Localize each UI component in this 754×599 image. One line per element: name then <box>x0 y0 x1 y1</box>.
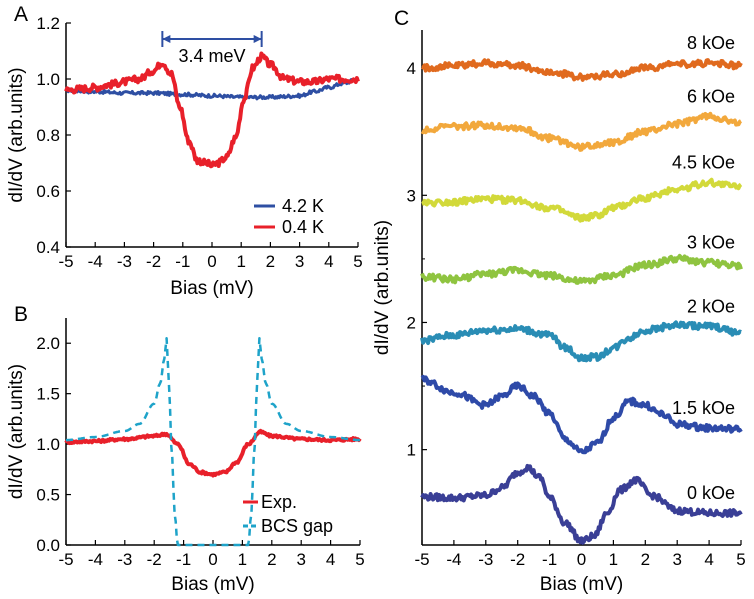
panel-b-x-tick-label: -3 <box>117 550 132 569</box>
panel-c-x-tick-label: -1 <box>542 550 557 569</box>
panel-c-x-tick-label: 5 <box>736 550 745 569</box>
panel-c-series-6-koe <box>420 111 743 152</box>
panel-b-x-axis-label: Bias (mV) <box>171 574 254 595</box>
panel-b-x-tick-label: 2 <box>267 550 276 569</box>
panel-b-x-tick-label: 1 <box>238 550 247 569</box>
panel-b-y-tick-label: 0.5 <box>36 486 60 505</box>
panel-a-x-tick-label: -1 <box>175 252 190 271</box>
panel-a-legend-label: 4.2 K <box>282 196 324 216</box>
panel-b-y-tick-label: 1.5 <box>36 385 60 404</box>
panel-a-series-4-2-k <box>65 77 360 101</box>
panel-a-x-axis-label: Bias (mV) <box>170 278 253 299</box>
panel-c-label: C <box>394 7 409 30</box>
panel-c-y-tick-label: 1 <box>407 441 416 460</box>
panel-c-series-label: 8 kOe <box>687 33 735 53</box>
panel-a-x-tick-label: -2 <box>146 252 161 271</box>
panel-c-series-2-koe <box>420 320 742 363</box>
panel-c-y-tick-label: 4 <box>407 59 416 78</box>
panel-c-series-label: 3 kOe <box>687 233 735 253</box>
panel-a-x-tick-label: 5 <box>353 252 362 271</box>
panel-a-x-tick-label: 2 <box>266 252 275 271</box>
panel-c-series-label: 4.5 kOe <box>672 153 735 173</box>
panel-b-x-tick-label: -5 <box>58 550 73 569</box>
panel-c-series-1-5-koe <box>420 374 743 455</box>
panel-c-x-tick-label: -4 <box>446 550 461 569</box>
panel-c-y-tick-label: 3 <box>407 186 416 205</box>
panel-c-x-tick-label: -2 <box>510 550 525 569</box>
panel-c-series-label: 0 kOe <box>687 483 735 503</box>
panel-b-legend-label: Exp. <box>261 492 297 512</box>
panel-c-x-tick-label: 0 <box>577 550 586 569</box>
panel-c-series-label: 2 kOe <box>687 296 735 316</box>
panel-c-x-tick-label: -3 <box>478 550 493 569</box>
panel-a-x-tick-label: 0 <box>207 252 216 271</box>
panel-b-series-bcs-gap <box>65 337 361 547</box>
panel-b-y-tick-label: 1.0 <box>36 435 60 454</box>
panel-c-series-3-koe <box>420 253 743 285</box>
panel-a-x-tick-label: 4 <box>324 252 333 271</box>
panel-a-y-tick-label: 1.2 <box>36 14 60 33</box>
panel-a-x-tick-label: 1 <box>236 252 245 271</box>
panel-b-label: B <box>14 303 28 326</box>
panel-c-x-tick-label: 3 <box>672 550 681 569</box>
panel-a-y-tick-label: 0.4 <box>36 238 60 257</box>
panel-a-y-tick-label: 0.6 <box>36 182 60 201</box>
panel-b-legend-label: BCS gap <box>261 516 333 536</box>
panel-a-x-tick-label: -3 <box>117 252 132 271</box>
panel-b-x-tick-label: -1 <box>176 550 191 569</box>
panel-c-series-label: 6 kOe <box>687 86 735 106</box>
panel-a-annotation-arrowhead <box>253 35 262 43</box>
panel-a-x-tick-label: -4 <box>88 252 103 271</box>
panel-b-y-tick-label: 0.0 <box>36 536 60 555</box>
panel-c-x-tick-label: 1 <box>609 550 618 569</box>
panel-c-x-axis-label: Bias (mV) <box>540 574 623 595</box>
panel-a-y-tick-label: 1.0 <box>36 70 60 89</box>
panel-a-y-tick-label: 0.8 <box>36 126 60 145</box>
panel-c-y-axis-label: dI/dV (arb.units) <box>372 220 393 355</box>
panel-b-x-tick-label: 0 <box>208 550 217 569</box>
panel-c-y-tick-label: 2 <box>407 313 416 332</box>
panel-b-y-tick-label: 2.0 <box>36 334 60 353</box>
panel-b-x-tick-label: -2 <box>147 550 162 569</box>
panel-c-series-8-koe <box>421 58 743 82</box>
panel-a-x-tick-label: -5 <box>58 252 73 271</box>
panel-b-x-tick-label: 4 <box>326 550 335 569</box>
panel-a-legend-label: 0.4 K <box>282 217 324 237</box>
panel-c-series-label: 1.5 kOe <box>672 398 735 418</box>
panel-b-x-tick-label: 3 <box>296 550 305 569</box>
panel-c-x-tick-label: 2 <box>641 550 650 569</box>
panel-a-label: A <box>14 3 28 26</box>
panel-c-x-tick-label: 4 <box>704 550 713 569</box>
panel-a-x-tick-label: 3 <box>295 252 304 271</box>
panel-a-annotation-arrowhead <box>162 35 171 43</box>
panel-a-annotation-label: 3.4 meV <box>178 46 245 66</box>
panel-a-series-0-4-k <box>64 51 360 169</box>
panel-c-series-0-koe <box>420 463 743 545</box>
panel-b-series-exp- <box>64 428 362 478</box>
panel-b-x-tick-label: 5 <box>355 550 364 569</box>
panel-b-x-tick-label: -4 <box>88 550 103 569</box>
panel-b-y-axis-label: dI/dV (arb.units) <box>6 364 27 499</box>
panel-a-y-axis-label: dI/dV (arb.units) <box>6 67 27 202</box>
panel-c-x-tick-label: -5 <box>414 550 429 569</box>
panel-c-series-4-5-koe <box>421 177 743 223</box>
